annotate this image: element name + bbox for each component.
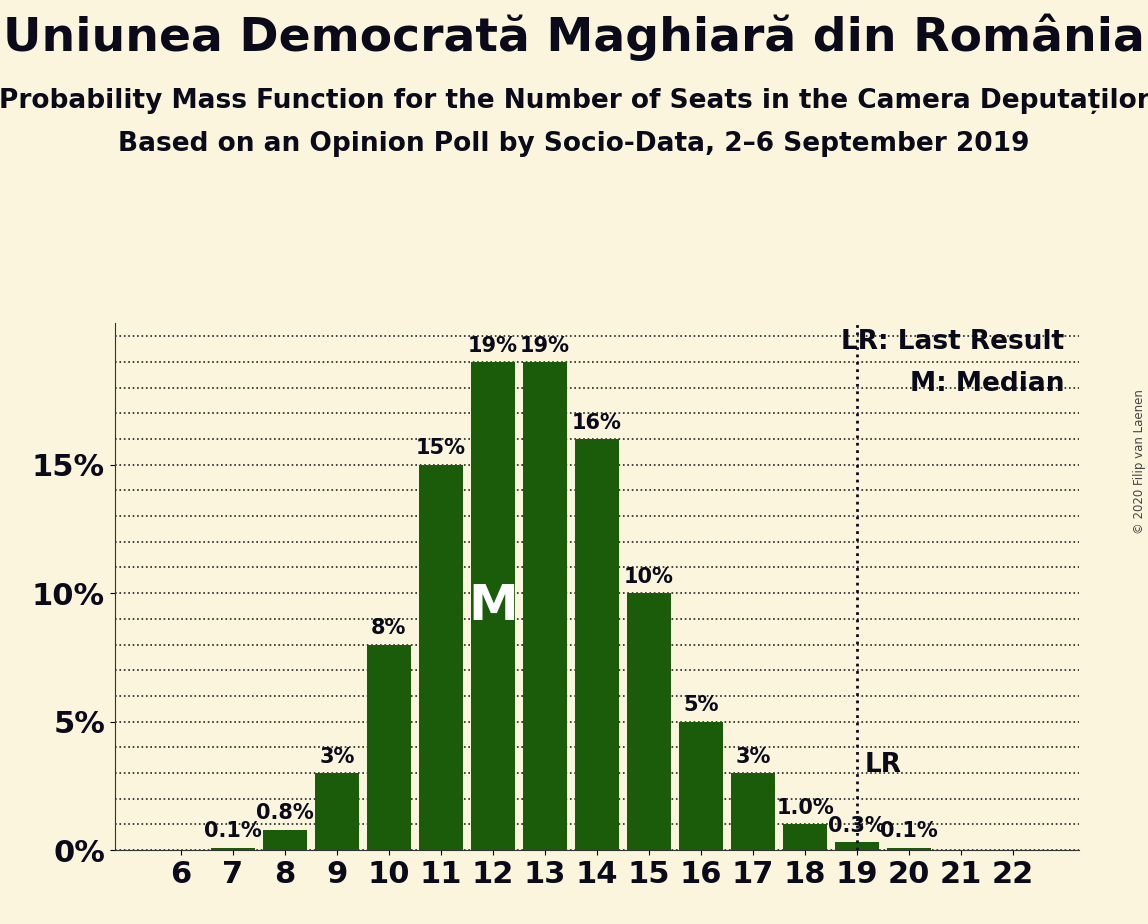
Bar xyxy=(887,847,931,850)
Bar xyxy=(419,465,463,850)
Text: 3%: 3% xyxy=(736,747,770,767)
Bar xyxy=(315,773,359,850)
Text: 0.1%: 0.1% xyxy=(881,821,938,841)
Bar xyxy=(835,843,879,850)
Text: M: M xyxy=(468,582,518,630)
Text: 19%: 19% xyxy=(520,335,569,356)
Text: 10%: 10% xyxy=(625,566,674,587)
Bar xyxy=(678,722,723,850)
Text: M: Median: M: Median xyxy=(910,371,1064,396)
Text: 8%: 8% xyxy=(371,618,406,638)
Bar xyxy=(783,824,828,850)
Text: 1.0%: 1.0% xyxy=(776,798,833,818)
Text: LR: Last Result: LR: Last Result xyxy=(841,329,1064,355)
Bar xyxy=(522,362,567,850)
Text: 0.1%: 0.1% xyxy=(204,821,262,841)
Text: 3%: 3% xyxy=(319,747,355,767)
Bar xyxy=(263,830,307,850)
Bar xyxy=(575,439,619,850)
Text: 0.3%: 0.3% xyxy=(828,816,886,836)
Text: Based on an Opinion Poll by Socio-Data, 2–6 September 2019: Based on an Opinion Poll by Socio-Data, … xyxy=(118,131,1030,157)
Text: Uniunea Democrată Maghiară din România: Uniunea Democrată Maghiară din România xyxy=(3,14,1145,61)
Text: © 2020 Filip van Laenen: © 2020 Filip van Laenen xyxy=(1133,390,1146,534)
Text: 15%: 15% xyxy=(416,438,466,458)
Bar xyxy=(366,645,411,850)
Text: 5%: 5% xyxy=(683,695,719,715)
Text: 19%: 19% xyxy=(468,335,518,356)
Text: 16%: 16% xyxy=(572,413,622,432)
Bar xyxy=(627,593,672,850)
Text: 0.8%: 0.8% xyxy=(256,803,313,823)
Text: LR: LR xyxy=(864,752,902,778)
Text: Probability Mass Function for the Number of Seats in the Camera Deputaților: Probability Mass Function for the Number… xyxy=(0,88,1148,114)
Bar xyxy=(471,362,515,850)
Bar xyxy=(731,773,775,850)
Bar xyxy=(211,847,255,850)
